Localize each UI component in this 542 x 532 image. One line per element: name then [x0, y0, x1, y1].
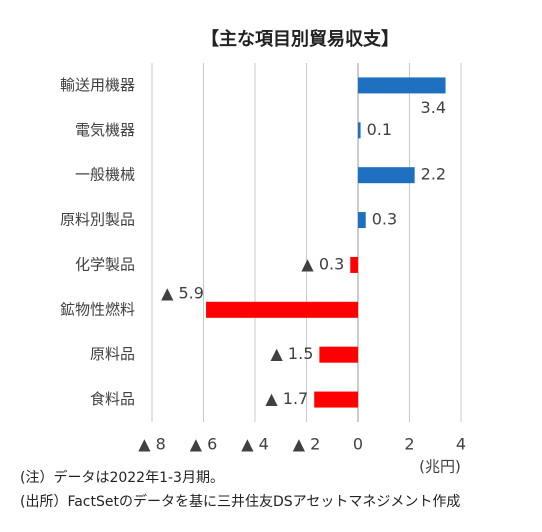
y-tick-label: 化学製品 [75, 255, 135, 273]
y-tick-label: 一般機械 [75, 166, 135, 184]
x-tick-label: 2 [404, 435, 414, 454]
note: (出所）FactSetのデータを基に三井住友DSアセットマネジメント作成 [20, 493, 460, 510]
x-unit: (兆円) [419, 458, 461, 476]
bar [314, 391, 358, 408]
x-tick-label: ▲ 4 [241, 435, 269, 454]
note: (注）データは2022年1-3月期。 [20, 469, 224, 486]
value-label: ▲ 5.9 [161, 283, 204, 302]
x-tick-label: ▲ 6 [190, 435, 218, 454]
value-label: 0.1 [367, 120, 392, 139]
x-tick-label: 4 [456, 435, 466, 454]
bar [358, 167, 415, 184]
value-label: ▲ 1.5 [271, 344, 314, 363]
y-tick-label: 原料別製品 [60, 211, 135, 229]
y-tick-label: 原料品 [90, 345, 135, 363]
x-tick-label: ▲ 8 [138, 435, 166, 454]
y-tick-label: 食料品 [90, 390, 135, 408]
bar [206, 301, 358, 318]
bar [358, 122, 361, 139]
value-label: 0.3 [372, 210, 397, 229]
chart-title: 【主な項目別貿易収支】 [201, 28, 399, 50]
y-tick-label: 電気機器 [75, 121, 135, 139]
y-tick-label: 輸送用機器 [60, 76, 135, 94]
x-tick-label: ▲ 2 [293, 435, 321, 454]
y-tick-label: 鉱物性燃料 [60, 300, 135, 318]
value-label: 3.4 [421, 98, 446, 117]
bar [358, 212, 366, 229]
x-tick-label: 0 [353, 435, 363, 454]
bar [358, 77, 446, 94]
value-label: ▲ 0.3 [301, 254, 344, 273]
value-label: 2.2 [421, 165, 446, 184]
value-label: ▲ 1.7 [265, 389, 308, 408]
bar [319, 346, 358, 363]
bar [350, 256, 358, 273]
